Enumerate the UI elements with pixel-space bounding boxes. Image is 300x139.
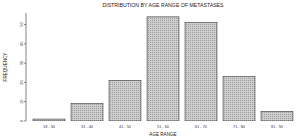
- y-tick-label: 30: [19, 60, 24, 65]
- y-tick: [24, 43, 26, 44]
- y-axis-label: FREQUENCY: [3, 53, 8, 82]
- x-tick-label: 18 - 30: [43, 125, 55, 129]
- y-tick-label: 40: [19, 41, 24, 46]
- x-tick-label: 31 - 40: [81, 125, 93, 129]
- bars: [33, 17, 293, 121]
- bar: [185, 23, 217, 121]
- chart: DISTRIBUTION BY AGE RANGE OF METASTASES F…: [0, 0, 300, 139]
- x-tick-label: 81 - 90: [271, 125, 283, 129]
- x-tick-label: 51 - 60: [157, 125, 169, 129]
- bar: [223, 77, 255, 121]
- bar: [33, 119, 65, 121]
- x-tick-label: 71 - 80: [233, 125, 245, 129]
- x-tick-label: 61 - 70: [195, 125, 207, 129]
- bar: [147, 17, 179, 121]
- y-tick: [24, 63, 26, 64]
- y-tick-label: 0: [19, 119, 24, 122]
- y-tick: [24, 121, 26, 122]
- bar: [109, 81, 141, 122]
- bar: [261, 111, 293, 121]
- y-tick-label: 10: [19, 99, 24, 104]
- y-tick-label: 20: [19, 79, 24, 84]
- title: DISTRIBUTION BY AGE RANGE OF METASTASES: [102, 2, 224, 8]
- y-tick: [24, 101, 26, 102]
- y-tick: [24, 82, 26, 83]
- y-tick-label: 50: [19, 22, 24, 27]
- bar: [71, 104, 103, 121]
- y-axis-line: [26, 13, 27, 121]
- y-tick: [24, 24, 26, 25]
- x-tick-label: 41 - 50: [119, 125, 131, 129]
- x-axis-label: AGE RANGE: [149, 132, 176, 137]
